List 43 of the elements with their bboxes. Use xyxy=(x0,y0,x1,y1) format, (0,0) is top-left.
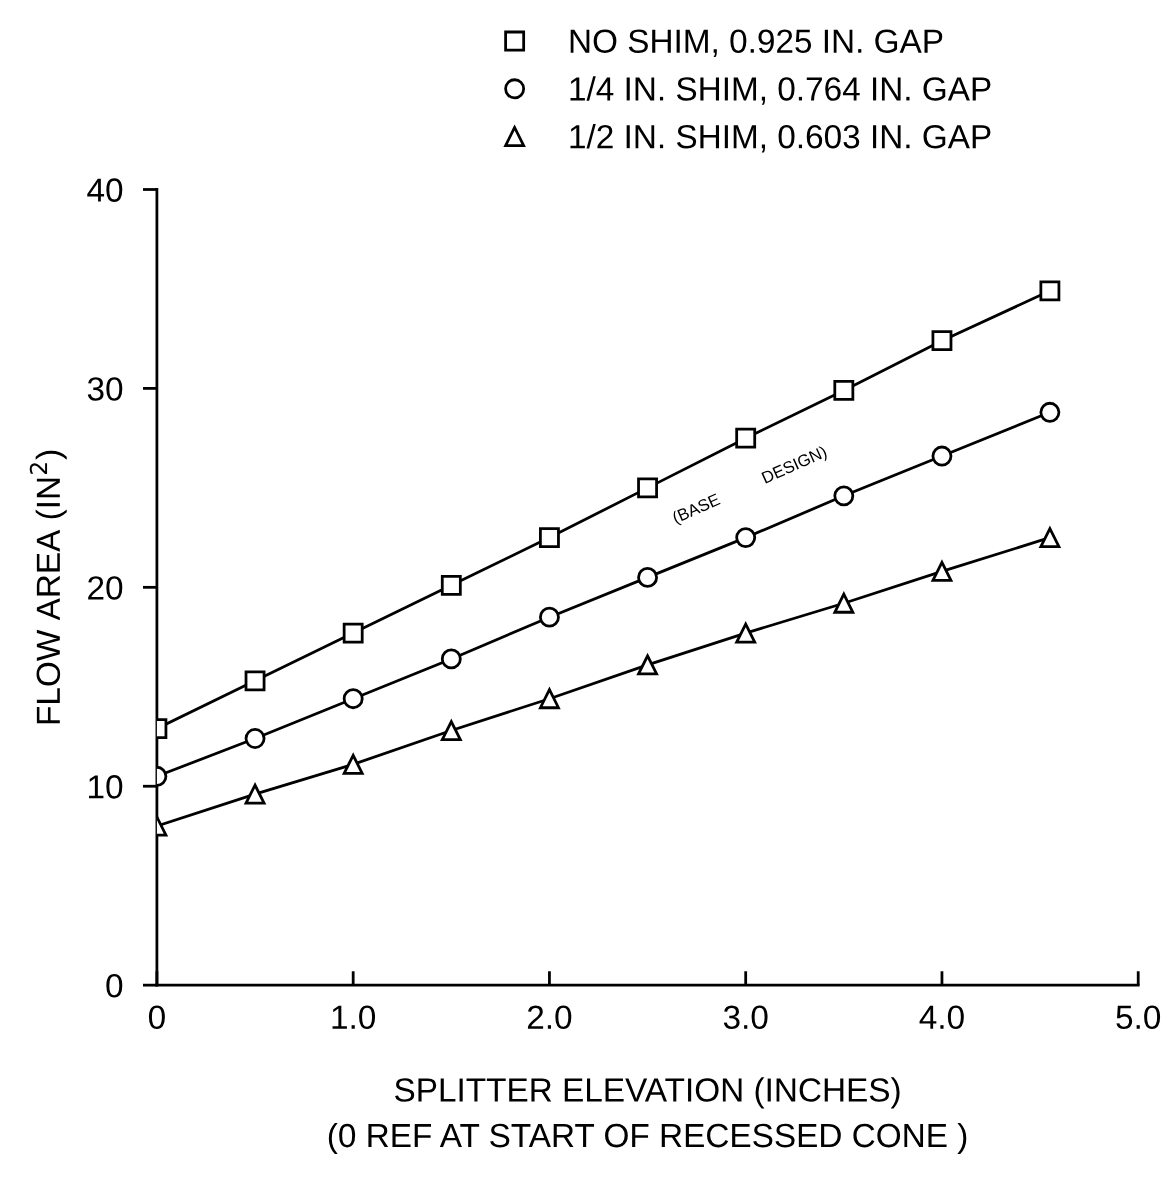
x-tick-label: 3.0 xyxy=(723,1005,768,1030)
point xyxy=(1039,401,1061,423)
point xyxy=(931,330,953,352)
point xyxy=(637,477,658,499)
x-axis-title: SPLITTER ELEVATION (INCHES) (0 REF AT START OF RECESSED CONE ) xyxy=(328,1077,967,1154)
x-tick-label: 4.0 xyxy=(919,1005,964,1030)
y-tick-label: 30 xyxy=(87,377,123,401)
point xyxy=(735,527,757,549)
legend-label: 1/4 IN. SHIM, 0.764 IN. GAP xyxy=(570,76,991,105)
y-tick-label: 40 xyxy=(87,178,123,202)
point xyxy=(440,574,462,596)
y-axis-title: FLOW AREA (IN$^{2}$) xyxy=(29,450,67,724)
point xyxy=(244,728,266,749)
point xyxy=(244,783,266,805)
point xyxy=(931,560,953,582)
x-tick-label: 2.0 xyxy=(527,1005,572,1030)
x-tick-label: 0 xyxy=(148,1005,165,1030)
x-tick-label: 1.0 xyxy=(332,1005,376,1030)
legend-label: 1/2 IN. SHIM, 0.603 IN. GAP xyxy=(570,124,991,153)
point xyxy=(833,379,855,401)
point xyxy=(735,427,757,449)
y-tick-label: 20 xyxy=(88,576,123,600)
y-tick-label: 10 xyxy=(89,775,123,799)
point xyxy=(539,527,560,549)
point xyxy=(539,606,560,628)
point xyxy=(637,566,658,588)
point xyxy=(833,485,855,507)
point xyxy=(342,688,364,710)
point xyxy=(833,592,855,614)
point xyxy=(342,622,364,644)
legend-label: NO SHIM, 0.925 IN. GAP xyxy=(570,29,943,57)
point xyxy=(735,622,757,644)
y-tick-label: 0 xyxy=(106,973,123,998)
point xyxy=(1039,280,1061,302)
point xyxy=(440,648,462,670)
point xyxy=(1039,527,1061,549)
point xyxy=(342,753,364,775)
point xyxy=(637,654,658,676)
point xyxy=(440,720,462,741)
point xyxy=(931,445,953,467)
x-tick-label: 5.0 xyxy=(1116,1005,1161,1030)
point xyxy=(244,670,266,692)
point xyxy=(539,688,560,710)
